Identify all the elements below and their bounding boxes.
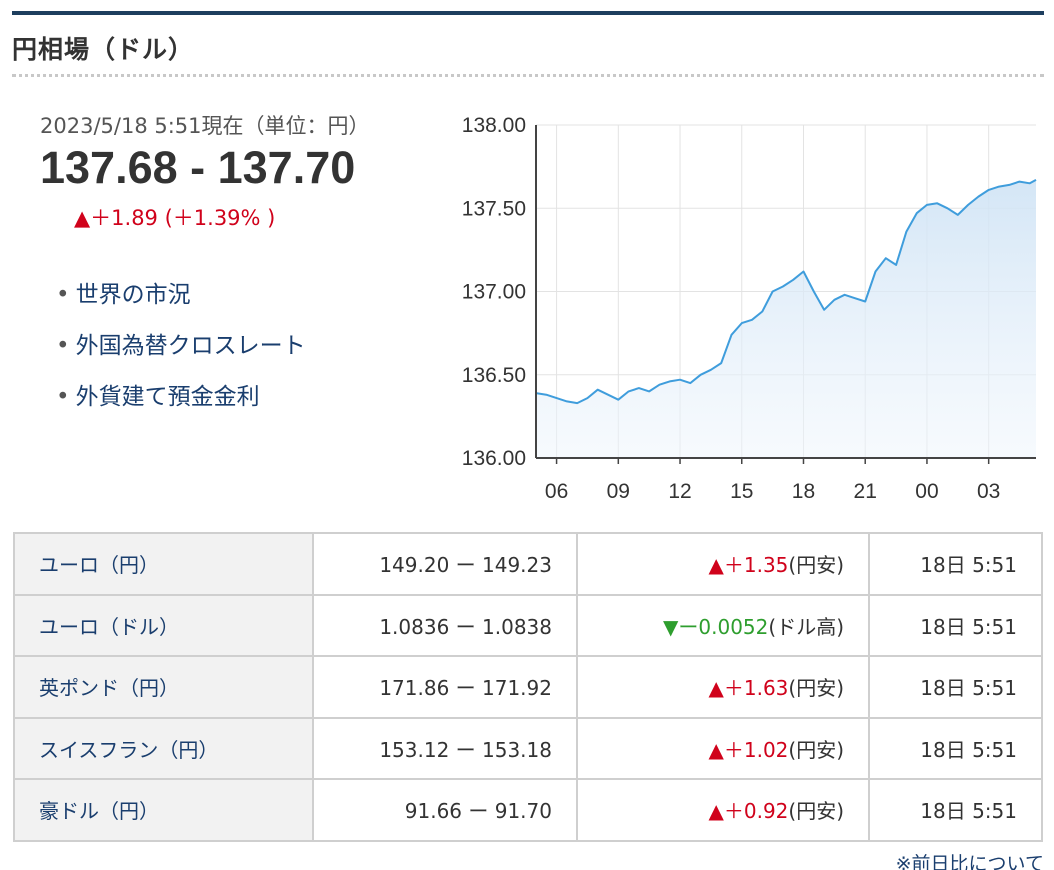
x-tick-label: 03 <box>977 480 1000 503</box>
related-links: • 世界の市況 • 外国為替クロスレート • 外貨建て預金金利 <box>56 275 306 428</box>
usd-jpy-intraday-chart: 138.00 137.50 137.00 136.50 136.00 06 09 12 15 18… <box>462 114 1037 503</box>
title-divider <box>12 74 1044 77</box>
bullet-icon: • <box>56 282 70 308</box>
cross-rate-link[interactable]: 外国為替クロスレート <box>75 333 306 359</box>
rate-change: ▲＋0.92(円安) <box>576 778 870 842</box>
y-tick-label: 136.50 <box>462 364 526 387</box>
bid-ask: 1.0836 ー 1.0838 <box>312 593 578 657</box>
bid-ask: 149.20 ー 149.23 <box>312 532 578 596</box>
update-time: 18日 5:51 <box>868 593 1043 657</box>
change-value: ＋1.35 <box>723 553 789 578</box>
x-tick-label: 12 <box>668 480 691 503</box>
series-line <box>535 179 1037 405</box>
up-arrow-icon: ▲ <box>708 553 724 578</box>
change-value: ＋0.92 <box>723 799 789 824</box>
currency-name: 豪ドル（円） <box>13 778 314 842</box>
bullet-icon: • <box>56 333 70 359</box>
currency-name: 英ポンド（円） <box>13 655 314 719</box>
change-note: (円安) <box>788 676 844 701</box>
up-arrow-icon: ▲ <box>708 737 724 762</box>
x-tick-label: 18 <box>792 480 815 503</box>
change-note: (円安) <box>788 799 844 824</box>
table-row: 英ポンド（円） 171.86 ー 171.92 ▲＋1.63(円安) 18日 5… <box>13 655 1043 719</box>
link-item: • 外貨建て預金金利 <box>56 377 306 428</box>
deposit-rate-link[interactable]: 外貨建て預金金利 <box>75 384 260 410</box>
bullet-icon: • <box>56 384 70 410</box>
currency-name: ユーロ（ドル） <box>13 593 314 657</box>
page-title: 円相場（ドル） <box>12 35 195 64</box>
y-tick-label: 138.00 <box>462 114 526 137</box>
rate-change: ▼ー0.0052(ドル高) <box>576 593 870 657</box>
update-time: 18日 5:51 <box>868 655 1043 719</box>
update-time: 18日 5:51 <box>868 716 1043 780</box>
bid-ask: 91.66 ー 91.70 <box>312 778 578 842</box>
series-area <box>536 179 1036 458</box>
footnote-link[interactable]: ※前日比について <box>895 853 1044 870</box>
down-arrow-icon: ▼ <box>663 614 679 639</box>
bid-ask: 153.12 ー 153.18 <box>312 716 578 780</box>
quote-timestamp: 2023/5/18 5:51現在（単位：円） <box>40 114 370 138</box>
bid-ask: 171.86 ー 171.92 <box>312 655 578 719</box>
quote-change: ▲＋1.89 (＋1.39% ) <box>74 202 275 232</box>
x-tick-label: 09 <box>607 480 630 503</box>
cross-rate-table: ユーロ（円） 149.20 ー 149.23 ▲＋1.35(円安) 18日 5:… <box>13 532 1043 842</box>
change-note: (ドル高) <box>768 614 844 639</box>
table-row: ユーロ（円） 149.20 ー 149.23 ▲＋1.35(円安) 18日 5:… <box>13 532 1043 596</box>
link-item: • 外国為替クロスレート <box>56 326 306 377</box>
header-top-rule <box>12 11 1044 15</box>
up-arrow-icon: ▲ <box>708 799 724 824</box>
table-row: ユーロ（ドル） 1.0836 ー 1.0838 ▼ー0.0052(ドル高) 18… <box>13 593 1043 657</box>
y-tick-label: 137.00 <box>462 281 526 304</box>
change-note: (円安) <box>788 553 844 578</box>
currency-name: ユーロ（円） <box>13 532 314 596</box>
change-note: (円安) <box>788 737 844 762</box>
table-row: スイスフラン（円） 153.12 ー 153.18 ▲＋1.02(円安) 18日… <box>13 716 1043 780</box>
change-value: ＋1.63 <box>723 676 789 701</box>
link-item: • 世界の市況 <box>56 275 306 326</box>
x-tick-label: 21 <box>854 480 877 503</box>
change-value: ー0.0052 <box>678 614 769 639</box>
y-tick-label: 136.00 <box>462 447 526 470</box>
update-time: 18日 5:51 <box>868 778 1043 842</box>
rate-change: ▲＋1.63(円安) <box>576 655 870 719</box>
currency-name: スイスフラン（円） <box>13 716 314 780</box>
table-row: 豪ドル（円） 91.66 ー 91.70 ▲＋0.92(円安) 18日 5:51 <box>13 778 1043 842</box>
up-arrow-icon: ▲ <box>74 206 91 230</box>
quote-change-value: ＋1.89 (＋1.39% ) <box>90 206 276 230</box>
x-tick-label: 00 <box>915 480 938 503</box>
x-tick-label: 06 <box>545 480 568 503</box>
x-tick-label: 15 <box>730 480 753 503</box>
y-tick-label: 137.50 <box>462 197 526 220</box>
up-arrow-icon: ▲ <box>708 676 724 701</box>
update-time: 18日 5:51 <box>868 532 1043 596</box>
rate-change: ▲＋1.35(円安) <box>576 532 870 596</box>
change-value: ＋1.02 <box>723 737 789 762</box>
world-market-link[interactable]: 世界の市況 <box>75 282 191 308</box>
rate-change: ▲＋1.02(円安) <box>576 716 870 780</box>
quote-rate: 137.68 - 137.70 <box>40 142 356 193</box>
